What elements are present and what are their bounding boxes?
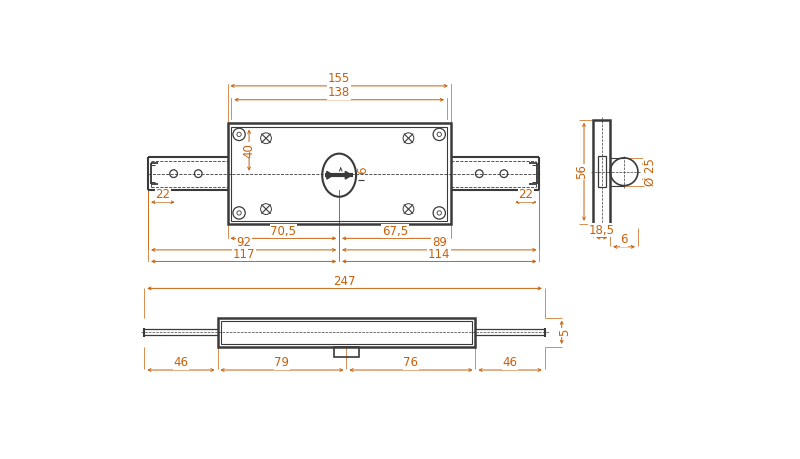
Text: 114: 114	[428, 248, 450, 261]
Text: 92: 92	[236, 236, 251, 249]
Text: 22: 22	[155, 188, 170, 202]
Text: 70,5: 70,5	[270, 224, 296, 238]
Bar	[231, 127, 447, 221]
Text: 22: 22	[518, 188, 534, 202]
Bar	[598, 157, 606, 187]
Polygon shape	[327, 171, 333, 179]
Text: 46: 46	[502, 356, 518, 369]
Polygon shape	[346, 171, 351, 179]
Bar	[221, 321, 472, 344]
Text: 67,5: 67,5	[382, 224, 408, 238]
Text: Ø 25: Ø 25	[644, 158, 657, 186]
Text: 6: 6	[356, 166, 369, 174]
Text: 40: 40	[242, 143, 255, 157]
Bar	[334, 347, 358, 357]
Text: 6: 6	[620, 233, 628, 246]
Text: 5: 5	[558, 329, 571, 336]
Bar	[594, 120, 610, 224]
Bar	[218, 318, 475, 347]
Text: 18,5: 18,5	[589, 224, 614, 237]
Text: 46: 46	[174, 356, 189, 369]
Text: 56: 56	[575, 164, 588, 179]
Text: 155: 155	[328, 72, 350, 85]
Text: 76: 76	[403, 356, 418, 369]
Text: 79: 79	[274, 356, 290, 369]
Text: 117: 117	[233, 248, 255, 261]
Bar	[227, 123, 451, 224]
Text: 247: 247	[334, 274, 356, 288]
Text: 89: 89	[432, 236, 446, 249]
Text: 138: 138	[328, 86, 350, 99]
